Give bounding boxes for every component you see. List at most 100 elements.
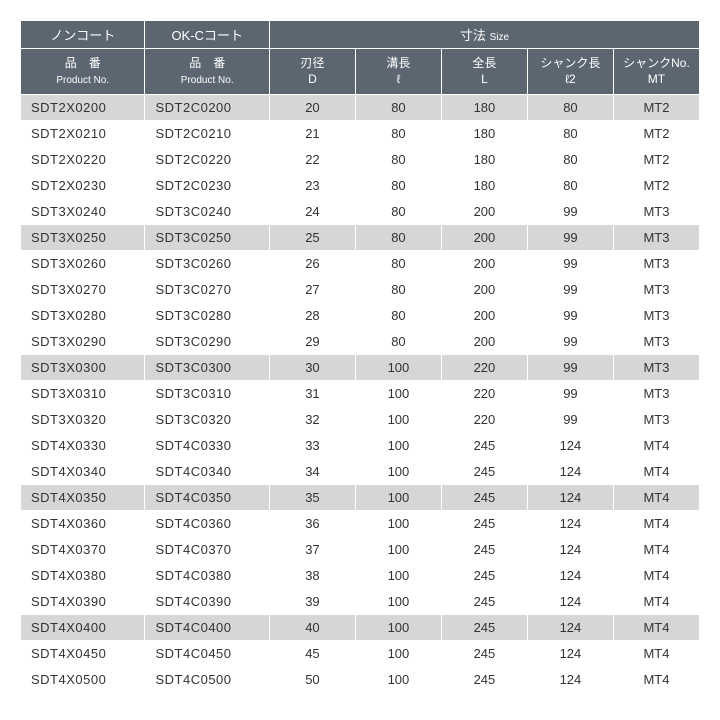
cell-okc: SDT4C0380 xyxy=(145,563,269,589)
table-row: SDT2X0230SDT2C0230238018080MT2 xyxy=(21,173,700,199)
cell-mt: MT3 xyxy=(613,329,699,355)
cell-noncoat: SDT3X0250 xyxy=(21,225,145,251)
cell-l: 80 xyxy=(355,173,441,199)
col-product-jp: 品 番 xyxy=(189,56,225,70)
table-row: SDT4X0370SDT4C037037100245124MT4 xyxy=(21,537,700,563)
cell-l2: 99 xyxy=(527,381,613,407)
cell-mt: MT3 xyxy=(613,277,699,303)
cell-d: 28 xyxy=(269,303,355,329)
cell-okc: SDT4C0360 xyxy=(145,511,269,537)
cell-d: 31 xyxy=(269,381,355,407)
cell-l: 100 xyxy=(355,615,441,641)
cell-noncoat: SDT4X0340 xyxy=(21,459,145,485)
col-l-jp: 溝長 xyxy=(386,56,410,70)
table-row: SDT4X0400SDT4C040040100245124MT4 xyxy=(21,615,700,641)
cell-okc: SDT3C0270 xyxy=(145,277,269,303)
cell-mt: MT2 xyxy=(613,121,699,147)
cell-L: 220 xyxy=(441,355,527,381)
cell-d: 33 xyxy=(269,433,355,459)
cell-okc: SDT2C0200 xyxy=(145,95,269,121)
col-d-en: D xyxy=(308,72,317,86)
cell-okc: SDT4C0400 xyxy=(145,615,269,641)
cell-okc: SDT4C0450 xyxy=(145,641,269,667)
cell-okc: SDT2C0210 xyxy=(145,121,269,147)
cell-L: 245 xyxy=(441,641,527,667)
cell-okc: SDT4C0390 xyxy=(145,589,269,615)
col-product-en: Product No. xyxy=(56,75,109,86)
table-row: SDT4X0390SDT4C039039100245124MT4 xyxy=(21,589,700,615)
cell-mt: MT4 xyxy=(613,433,699,459)
table-row: SDT4X0500SDT4C050050100245124MT4 xyxy=(21,667,700,693)
col-mt-jp: シャンクNo. xyxy=(623,56,690,70)
cell-l: 80 xyxy=(355,303,441,329)
cell-L: 245 xyxy=(441,667,527,693)
cell-mt: MT3 xyxy=(613,355,699,381)
cell-okc: SDT4C0370 xyxy=(145,537,269,563)
cell-noncoat: SDT3X0310 xyxy=(21,381,145,407)
table-row: SDT3X0290SDT3C0290298020099MT3 xyxy=(21,329,700,355)
cell-d: 25 xyxy=(269,225,355,251)
cell-mt: MT3 xyxy=(613,407,699,433)
cell-l: 80 xyxy=(355,225,441,251)
cell-mt: MT3 xyxy=(613,251,699,277)
cell-noncoat: SDT3X0300 xyxy=(21,355,145,381)
cell-mt: MT3 xyxy=(613,303,699,329)
cell-d: 20 xyxy=(269,95,355,121)
cell-okc: SDT3C0300 xyxy=(145,355,269,381)
col-mt: シャンクNo. MT xyxy=(613,49,699,95)
col-product-2: 品 番 Product No. xyxy=(145,49,269,95)
cell-l2: 124 xyxy=(527,563,613,589)
cell-l2: 80 xyxy=(527,95,613,121)
col-product-en: Product No. xyxy=(181,75,234,86)
cell-l: 100 xyxy=(355,407,441,433)
cell-L: 180 xyxy=(441,121,527,147)
cell-l2: 124 xyxy=(527,433,613,459)
table-row: SDT3X0270SDT3C0270278020099MT3 xyxy=(21,277,700,303)
cell-mt: MT4 xyxy=(613,615,699,641)
cell-okc: SDT4C0330 xyxy=(145,433,269,459)
cell-l: 80 xyxy=(355,277,441,303)
cell-L: 200 xyxy=(441,251,527,277)
cell-l: 100 xyxy=(355,589,441,615)
cell-d: 35 xyxy=(269,485,355,511)
table-row: SDT3X0240SDT3C0240248020099MT3 xyxy=(21,199,700,225)
table-row: SDT3X0320SDT3C03203210022099MT3 xyxy=(21,407,700,433)
col-l-en: ℓ xyxy=(396,72,400,86)
header-noncoat: ノンコート xyxy=(21,21,145,49)
cell-L: 200 xyxy=(441,199,527,225)
cell-l2: 99 xyxy=(527,277,613,303)
cell-d: 22 xyxy=(269,147,355,173)
cell-l: 100 xyxy=(355,355,441,381)
cell-l2: 99 xyxy=(527,355,613,381)
cell-okc: SDT2C0230 xyxy=(145,173,269,199)
col-l: 溝長 ℓ xyxy=(355,49,441,95)
cell-mt: MT4 xyxy=(613,563,699,589)
cell-l2: 80 xyxy=(527,147,613,173)
cell-l: 100 xyxy=(355,459,441,485)
cell-l2: 124 xyxy=(527,667,613,693)
cell-l: 80 xyxy=(355,147,441,173)
header-size: 寸法 Size xyxy=(269,21,699,49)
cell-L: 220 xyxy=(441,407,527,433)
cell-l: 100 xyxy=(355,381,441,407)
cell-L: 180 xyxy=(441,147,527,173)
cell-l: 100 xyxy=(355,563,441,589)
cell-d: 45 xyxy=(269,641,355,667)
cell-L: 200 xyxy=(441,225,527,251)
cell-l2: 124 xyxy=(527,589,613,615)
table-row: SDT3X0250SDT3C0250258020099MT3 xyxy=(21,225,700,251)
cell-d: 27 xyxy=(269,277,355,303)
cell-L: 245 xyxy=(441,537,527,563)
cell-mt: MT4 xyxy=(613,589,699,615)
cell-l: 80 xyxy=(355,95,441,121)
cell-mt: MT4 xyxy=(613,667,699,693)
cell-d: 29 xyxy=(269,329,355,355)
cell-noncoat: SDT4X0400 xyxy=(21,615,145,641)
header-size-en: Size xyxy=(490,32,509,43)
cell-l2: 99 xyxy=(527,199,613,225)
cell-l: 80 xyxy=(355,329,441,355)
table-row: SDT4X0450SDT4C045045100245124MT4 xyxy=(21,641,700,667)
cell-noncoat: SDT4X0360 xyxy=(21,511,145,537)
cell-l2: 124 xyxy=(527,537,613,563)
cell-noncoat: SDT2X0210 xyxy=(21,121,145,147)
